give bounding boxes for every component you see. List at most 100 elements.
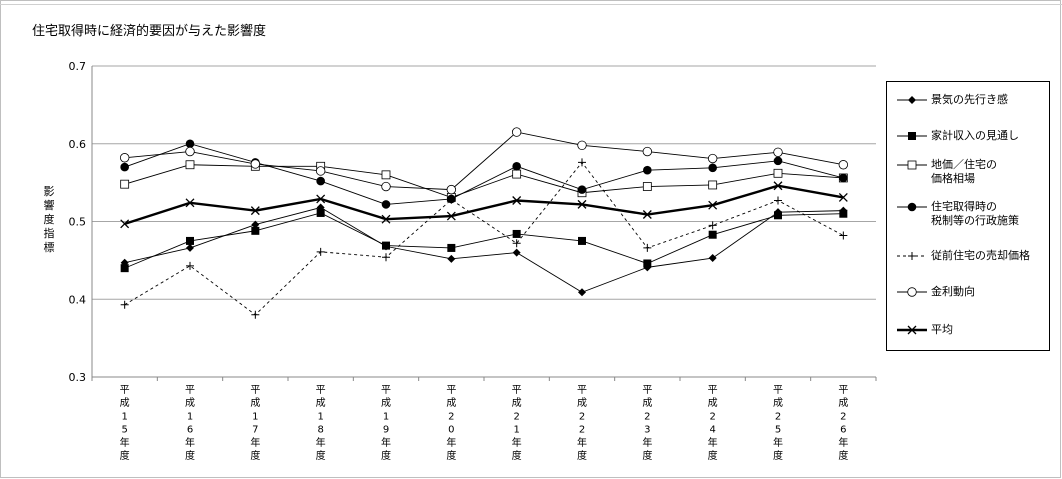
data-point (642, 210, 652, 219)
data-point (447, 243, 456, 252)
legend-label: 平均 (931, 323, 953, 336)
data-point (316, 208, 325, 217)
data-point (578, 288, 586, 297)
y-tick-label: 0.6 (69, 138, 87, 151)
data-point (512, 248, 521, 257)
data-point (446, 211, 456, 221)
legend-symbol (897, 202, 927, 212)
data-point (316, 176, 325, 186)
data-point (251, 226, 260, 235)
data-point (250, 206, 260, 216)
data-point (577, 199, 587, 209)
data-point (120, 162, 129, 172)
x-tick-label: 平成 1 6 年度 (185, 385, 195, 462)
data-point (185, 139, 195, 149)
data-point (708, 254, 717, 263)
data-point (838, 160, 849, 170)
data-point (315, 166, 326, 176)
data-point (839, 231, 848, 240)
data-point (578, 158, 586, 167)
legend-symbol (897, 96, 927, 104)
data-point (382, 241, 390, 250)
series-line (124, 164, 844, 198)
series-5 (120, 158, 848, 319)
series-3 (120, 160, 848, 202)
data-point (773, 156, 783, 166)
series-line (124, 184, 844, 225)
data-point (382, 253, 390, 262)
series-line (124, 207, 844, 293)
legend-label: 従前住宅の売却価格 (931, 249, 1030, 262)
legend-label: 景気の先行き感 (931, 93, 1008, 106)
x-tick-label: 平成 2 0 年度 (446, 385, 456, 462)
data-point (446, 184, 457, 195)
legend-symbol (897, 325, 927, 335)
data-point (839, 209, 848, 218)
data-point (908, 96, 916, 104)
data-point (774, 211, 782, 220)
data-point (316, 247, 325, 256)
legend-symbol (897, 252, 927, 260)
data-point (577, 140, 587, 151)
data-point (316, 194, 326, 204)
legend-symbol (897, 132, 927, 140)
series-line (124, 161, 844, 316)
data-point (447, 195, 456, 204)
data-point (120, 300, 129, 309)
x-tick-label: 平成 2 5 年度 (773, 385, 783, 462)
data-point (186, 261, 194, 270)
data-point (120, 179, 130, 189)
y-tick-label: 0.7 (69, 60, 87, 73)
x-tick-label: 平成 1 7 年度 (250, 385, 260, 462)
data-point (708, 221, 717, 230)
x-tick-label: 平成 2 2 年度 (577, 385, 587, 462)
data-point (642, 146, 653, 157)
data-point (186, 236, 194, 245)
x-tick-label: 平成 1 5 年度 (120, 385, 130, 462)
data-point (643, 165, 652, 175)
x-tick-label: 平成 1 9 年度 (381, 385, 391, 462)
data-point (512, 239, 521, 248)
series-1 (120, 203, 848, 297)
data-point (577, 185, 587, 194)
y-tick-label: 0.5 (69, 216, 87, 229)
series-line (124, 131, 844, 191)
data-point (251, 220, 260, 229)
data-point (185, 146, 195, 157)
x-tick-label: 平成 2 1 年度 (512, 385, 522, 462)
data-point (907, 287, 917, 297)
data-point (250, 159, 261, 169)
x-tick-label: 平成 2 4 年度 (708, 385, 718, 462)
data-point (381, 170, 391, 180)
series-2 (120, 208, 848, 273)
series-line (124, 212, 844, 269)
data-point (839, 173, 848, 183)
data-point (708, 163, 717, 173)
data-point (907, 325, 917, 335)
data-point (908, 132, 916, 140)
data-point (511, 127, 522, 137)
data-point (643, 243, 652, 252)
series-4 (120, 139, 848, 209)
data-point (512, 196, 522, 205)
data-point (773, 147, 783, 158)
y-tick-label: 0.3 (69, 371, 87, 384)
data-point (907, 160, 917, 170)
data-point (907, 202, 917, 212)
data-point (708, 180, 718, 190)
data-point (119, 153, 130, 163)
y-axis-label: 影響度指標 (43, 185, 55, 254)
series-7 (120, 181, 848, 229)
data-point (512, 229, 521, 238)
data-point (643, 259, 652, 268)
data-point (708, 200, 718, 210)
data-point (120, 219, 130, 229)
data-point (707, 153, 718, 164)
series-6 (119, 127, 849, 195)
legend-symbol (897, 287, 927, 297)
y-tick-label: 0.4 (69, 293, 87, 306)
chart-title: 住宅取得時に経済的要因が与えた影響度 (32, 24, 267, 39)
data-point (512, 169, 522, 179)
